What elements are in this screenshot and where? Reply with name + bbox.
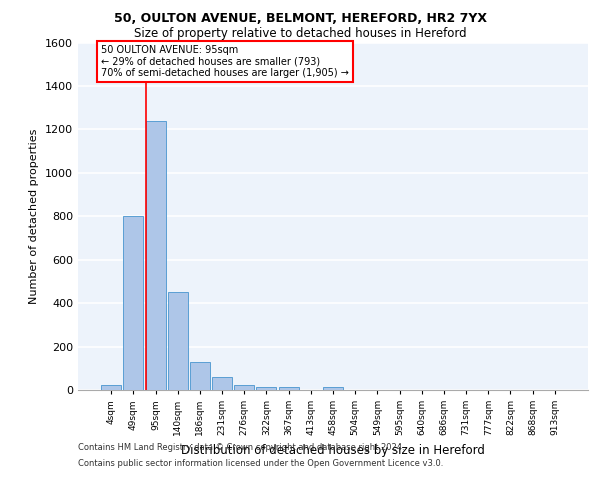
- Text: Size of property relative to detached houses in Hereford: Size of property relative to detached ho…: [134, 28, 466, 40]
- X-axis label: Distribution of detached houses by size in Hereford: Distribution of detached houses by size …: [181, 444, 485, 456]
- Bar: [212, 377, 232, 390]
- Bar: [101, 384, 121, 390]
- Bar: [278, 386, 299, 390]
- Text: Contains HM Land Registry data © Crown copyright and database right 2024.: Contains HM Land Registry data © Crown c…: [78, 442, 404, 452]
- Bar: [146, 120, 166, 390]
- Text: Contains public sector information licensed under the Open Government Licence v3: Contains public sector information licen…: [78, 459, 443, 468]
- Bar: [190, 362, 210, 390]
- Text: 50, OULTON AVENUE, BELMONT, HEREFORD, HR2 7YX: 50, OULTON AVENUE, BELMONT, HEREFORD, HR…: [113, 12, 487, 26]
- Bar: [323, 386, 343, 390]
- Bar: [124, 216, 143, 390]
- Text: 50 OULTON AVENUE: 95sqm
← 29% of detached houses are smaller (793)
70% of semi-d: 50 OULTON AVENUE: 95sqm ← 29% of detache…: [101, 44, 349, 78]
- Bar: [234, 384, 254, 390]
- Y-axis label: Number of detached properties: Number of detached properties: [29, 128, 40, 304]
- Bar: [256, 386, 277, 390]
- Bar: [168, 292, 188, 390]
